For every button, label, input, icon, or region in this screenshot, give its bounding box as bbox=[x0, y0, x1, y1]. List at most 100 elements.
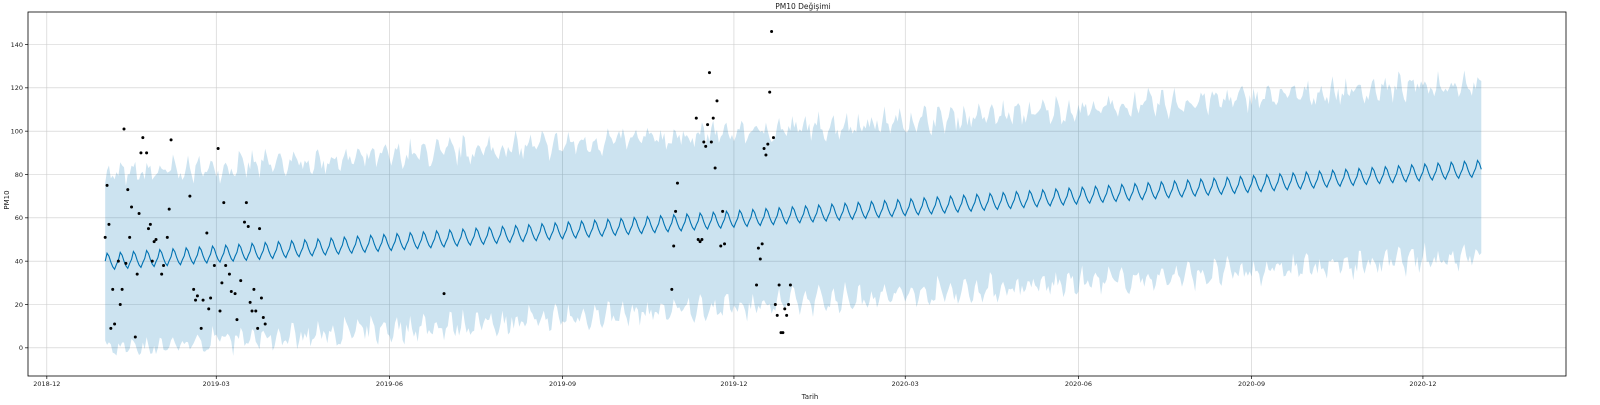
observed-point bbox=[700, 238, 704, 241]
observed-point bbox=[254, 309, 258, 313]
observed-point bbox=[246, 225, 250, 228]
y-tick-label: 0 bbox=[19, 344, 23, 352]
observed-point bbox=[212, 264, 216, 267]
observed-point bbox=[756, 246, 760, 250]
observed-point bbox=[124, 261, 128, 265]
observed-point bbox=[229, 290, 233, 293]
observed-point bbox=[766, 142, 770, 146]
observed-point bbox=[672, 244, 676, 248]
y-tick-label: 20 bbox=[15, 301, 23, 309]
observed-point bbox=[252, 287, 256, 291]
observed-point bbox=[775, 313, 779, 317]
chart-title: PM10 Değişimi bbox=[775, 2, 831, 11]
y-tick-label: 60 bbox=[15, 214, 23, 222]
y-tick-label: 100 bbox=[11, 127, 23, 135]
observed-point bbox=[256, 326, 260, 330]
observed-point bbox=[218, 309, 222, 313]
x-tick-label: 2019-09 bbox=[549, 380, 576, 388]
observed-point bbox=[698, 240, 702, 244]
observed-point bbox=[148, 222, 152, 226]
observed-point bbox=[713, 166, 717, 170]
uncertainty-band bbox=[105, 70, 1482, 356]
observed-point bbox=[258, 227, 262, 231]
observed-point bbox=[145, 151, 149, 155]
grid-layer bbox=[28, 12, 1566, 376]
observed-point bbox=[694, 116, 698, 120]
uncertainty-band-layer bbox=[105, 70, 1482, 356]
observed-point bbox=[235, 318, 239, 322]
observed-point bbox=[787, 303, 791, 306]
x-axis-title: Tarih bbox=[801, 393, 819, 401]
observed-point bbox=[103, 235, 107, 239]
observed-point bbox=[111, 287, 115, 291]
observed-point bbox=[706, 123, 710, 127]
x-tick-label: 2019-06 bbox=[376, 380, 403, 388]
observed-point bbox=[133, 335, 137, 339]
observed-point bbox=[242, 220, 246, 224]
observed-point bbox=[773, 303, 777, 306]
observed-point bbox=[785, 313, 789, 317]
x-tick-label: 2019-03 bbox=[203, 380, 230, 388]
observed-point bbox=[167, 207, 171, 211]
observed-point bbox=[674, 209, 678, 213]
observed-point bbox=[137, 212, 141, 215]
observed-point bbox=[128, 235, 132, 239]
observed-point bbox=[715, 99, 719, 103]
observed-point bbox=[239, 279, 243, 283]
observed-point bbox=[146, 227, 150, 231]
observed-point bbox=[704, 144, 708, 148]
observed-point bbox=[261, 316, 265, 319]
observed-point bbox=[259, 296, 263, 300]
observed-point bbox=[105, 183, 109, 187]
observed-point bbox=[788, 283, 792, 287]
observed-point bbox=[113, 322, 117, 326]
observed-point bbox=[770, 30, 774, 33]
observed-point bbox=[130, 205, 134, 209]
observed-point bbox=[216, 147, 220, 150]
plot-frame bbox=[27, 11, 1567, 377]
observed-point bbox=[719, 244, 723, 248]
observed-point bbox=[758, 257, 762, 261]
observed-point bbox=[160, 272, 164, 276]
observed-point bbox=[126, 188, 130, 192]
observed-point bbox=[122, 127, 126, 131]
observed-point bbox=[192, 287, 196, 291]
observed-point bbox=[194, 298, 198, 302]
x-tick-label: 2019-12 bbox=[720, 380, 747, 388]
observed-point bbox=[723, 242, 727, 246]
forecast-line-layer bbox=[104, 159, 1482, 271]
observed-point bbox=[702, 140, 706, 144]
observed-point bbox=[442, 292, 446, 296]
observed-point bbox=[220, 281, 224, 285]
observed-point bbox=[201, 298, 205, 302]
observed-point bbox=[721, 209, 725, 213]
y-axis-title: PM10 bbox=[3, 190, 11, 209]
observed-point bbox=[244, 201, 248, 205]
observed-point bbox=[165, 235, 169, 239]
observed-point bbox=[116, 259, 120, 263]
observed-point bbox=[199, 326, 203, 330]
observed-point bbox=[760, 242, 764, 246]
observed-point bbox=[162, 264, 166, 267]
observed-point bbox=[777, 283, 781, 287]
observed-point bbox=[707, 71, 711, 75]
observed-point bbox=[233, 292, 237, 296]
observed-point bbox=[222, 201, 226, 205]
observed-point bbox=[139, 151, 143, 155]
observed-point bbox=[762, 147, 766, 150]
observed-point bbox=[135, 272, 139, 276]
observed-point bbox=[107, 222, 111, 226]
observed-point bbox=[150, 259, 154, 263]
observed-point bbox=[696, 238, 700, 241]
observed-point bbox=[118, 303, 122, 306]
observed-point bbox=[195, 294, 199, 298]
observed-point bbox=[109, 326, 113, 330]
observed-point bbox=[709, 140, 713, 144]
y-axis-ticks: 0 20 40 60 80 100 120 140 bbox=[11, 41, 28, 352]
observed-point bbox=[120, 287, 124, 291]
y-tick-label: 140 bbox=[11, 41, 23, 49]
forecast-line bbox=[104, 159, 1482, 271]
observed-point bbox=[227, 272, 231, 276]
